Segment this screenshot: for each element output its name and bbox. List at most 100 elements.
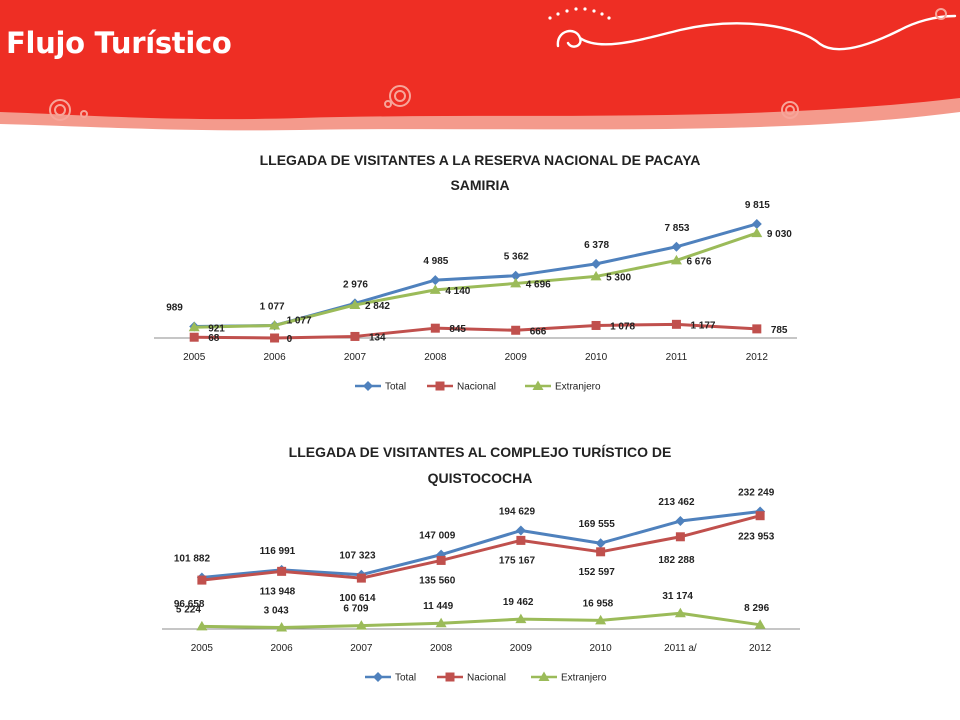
data-label-extranjero: 4 140 (445, 286, 470, 297)
data-point-extranjero (674, 607, 686, 618)
x-tick-label: 2009 (510, 643, 533, 654)
data-point-extranjero (595, 614, 607, 625)
data-point-extranjero (429, 284, 441, 294)
data-point-extranjero (515, 613, 527, 624)
data-label-extranjero: 31 174 (662, 591, 693, 602)
series-nacional (189, 319, 762, 343)
x-tick-label: 2005 (183, 352, 206, 363)
data-point-total (510, 270, 521, 281)
data-label-extranjero: 8 296 (744, 603, 769, 614)
legend-label-total: Total (385, 382, 406, 393)
data-point-total (671, 241, 682, 252)
x-tick-label: 2007 (344, 352, 367, 363)
chart-title-line: LLEGADA DE VISITANTES AL COMPLEJO TURÍST… (289, 444, 672, 460)
data-point-total (591, 258, 602, 269)
data-label-extranjero: 5 300 (606, 272, 631, 283)
data-point-nacional (671, 319, 681, 329)
data-label-nacional: 152 597 (579, 567, 616, 578)
data-label-total: 989 (166, 303, 183, 314)
data-point-extranjero (751, 227, 763, 238)
x-tick-label: 2010 (590, 643, 613, 654)
data-label-extranjero: 11 449 (423, 601, 453, 612)
data-point-extranjero (349, 299, 361, 309)
legend-label-extranjero: Extranjero (555, 382, 601, 393)
data-point-nacional (596, 547, 606, 557)
series-extranjero (188, 227, 763, 332)
data-point-extranjero (276, 621, 288, 632)
data-label-total: 101 882 (174, 553, 211, 564)
data-point-nacional (516, 535, 526, 545)
series-extranjero (196, 607, 766, 632)
data-label-extranjero: 4 696 (526, 279, 551, 290)
data-point-nacional (277, 566, 287, 576)
data-label-nacional: 175 167 (499, 555, 536, 566)
data-point-nacional (436, 555, 446, 565)
data-label-total: 9 815 (745, 200, 770, 211)
data-label-extranjero: 5 224 (176, 604, 201, 615)
data-point-total (515, 525, 526, 536)
legend-label-extranjero: Extranjero (561, 673, 607, 684)
x-tick-label: 2007 (350, 643, 373, 654)
data-label-total: 213 462 (658, 497, 695, 508)
series-line-total (201, 510, 761, 579)
page-title: Flujo Turístico (6, 26, 232, 60)
series-line-nacional (201, 514, 761, 582)
decorative-swirl (556, 14, 957, 51)
decorative-circles (49, 8, 947, 121)
data-label-extranjero: 19 462 (503, 597, 534, 608)
data-label-nacional: 1 177 (690, 320, 715, 331)
chart-legend: Total Nacional Extranjero (355, 380, 601, 393)
data-label-extranjero: 3 043 (264, 605, 289, 616)
data-label-total: 7 853 (664, 223, 689, 234)
data-label-nacional: 135 560 (419, 575, 456, 586)
data-point-nacional (189, 332, 199, 342)
chart-title-line: QUISTOCOCHA (428, 470, 533, 486)
data-label-total: 2 976 (343, 279, 368, 290)
data-point-nacional (752, 324, 762, 334)
data-label-extranjero: 1 077 (287, 315, 312, 326)
x-tick-label: 2010 (585, 352, 608, 363)
x-tick-label: 2012 (749, 643, 772, 654)
data-point-nacional (356, 573, 366, 583)
legend-label-nacional: Nacional (467, 673, 506, 684)
data-point-total (675, 516, 686, 527)
data-label-extranjero: 6 709 (343, 604, 368, 615)
x-tick-label: 2005 (191, 643, 214, 654)
data-point-extranjero (754, 619, 766, 629)
data-point-nacional (270, 333, 280, 343)
data-label-nacional: 845 (449, 324, 466, 335)
data-label-nacional: 223 953 (738, 532, 775, 543)
decorative-dots (548, 7, 611, 20)
data-point-extranjero (355, 620, 367, 630)
data-point-extranjero (269, 319, 281, 330)
quistococha-chart: LLEGADA DE VISITANTES AL COMPLEJO TURÍST… (162, 444, 800, 684)
data-label-nacional: 666 (530, 326, 547, 337)
legend-marker-nacional (445, 672, 455, 682)
pacaya-samiria-chart: LLEGADA DE VISITANTES A LA RESERVA NACIO… (154, 152, 797, 393)
data-label-nacional: 1 078 (610, 321, 635, 332)
data-point-nacional (511, 325, 521, 335)
data-label-nacional: 785 (771, 325, 788, 336)
data-label-nacional: 134 (369, 332, 386, 343)
data-label-total: 194 629 (499, 507, 536, 518)
series-nacional (197, 511, 765, 585)
data-label-total: 169 555 (579, 519, 616, 530)
data-label-total: 107 323 (339, 551, 376, 562)
x-tick-label: 2009 (505, 352, 528, 363)
data-point-nacional (755, 511, 765, 521)
data-label-extranjero: 16 958 (583, 598, 614, 609)
series-total (189, 218, 762, 332)
legend-marker-total (373, 672, 383, 682)
x-tick-label: 2008 (424, 352, 447, 363)
chart-title-line: LLEGADA DE VISITANTES A LA RESERVA NACIO… (260, 152, 701, 168)
data-point-total (595, 538, 606, 549)
chart-title-line: SAMIRIA (450, 177, 509, 193)
data-point-total (751, 218, 762, 229)
header-red-band (0, 0, 960, 120)
data-label-total: 1 077 (260, 301, 285, 312)
data-point-extranjero (510, 277, 522, 288)
data-label-total: 4 985 (423, 256, 448, 267)
data-point-nacional (675, 532, 685, 542)
data-point-extranjero (188, 321, 200, 332)
legend-label-nacional: Nacional (457, 382, 496, 393)
